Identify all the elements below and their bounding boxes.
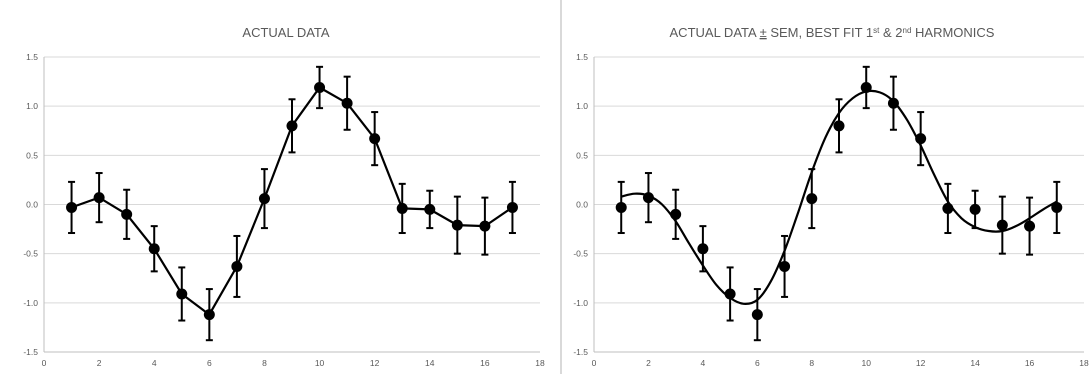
y-tick-label: 0.0 xyxy=(26,200,38,210)
data-point xyxy=(670,208,682,220)
x-tick-label: 18 xyxy=(1079,358,1089,368)
y-tick-label: -1.5 xyxy=(573,347,588,357)
data-point xyxy=(642,192,654,204)
data-point xyxy=(314,81,326,93)
data-point xyxy=(996,219,1008,231)
data-point xyxy=(969,203,981,215)
data-point xyxy=(833,120,845,132)
y-tick-label: -1.5 xyxy=(23,347,38,357)
data-point xyxy=(860,81,872,93)
data-markers xyxy=(66,81,518,321)
data-point xyxy=(121,208,133,220)
error-bars xyxy=(68,65,516,342)
data-point xyxy=(258,193,270,205)
panel-divider xyxy=(560,0,562,374)
data-point xyxy=(887,97,899,109)
x-tick-label: 14 xyxy=(425,358,435,368)
chart-title: ACTUAL DATA ± SEM, BEST FIT 1st & 2nd HA… xyxy=(670,25,995,40)
x-tick-label: 8 xyxy=(262,358,267,368)
x-tick-label: 8 xyxy=(809,358,814,368)
y-tick-label: 1.5 xyxy=(26,52,38,62)
tick-labels: 1.5 1.0 0.5 0.0 -0.5 -1.0 -1.5 0 2 4 6 8 10 12 14 16 18 xyxy=(573,52,1089,368)
title-sup-st: st xyxy=(873,26,880,35)
data-point xyxy=(724,288,736,300)
x-tick-label: 0 xyxy=(42,358,47,368)
title-part-2: SEM, BEST FIT 1 xyxy=(767,25,873,40)
title-part-1: ACTUAL DATA xyxy=(670,25,760,40)
fit-curve xyxy=(620,89,1058,305)
fit-curve-layer xyxy=(620,89,1058,305)
x-tick-label: 16 xyxy=(480,358,490,368)
data-point xyxy=(479,220,491,232)
data-point xyxy=(697,243,709,255)
title-plus-minus: ± xyxy=(760,25,767,40)
data-point xyxy=(506,201,518,213)
y-tick-label: -0.5 xyxy=(573,249,588,259)
data-markers xyxy=(615,81,1063,321)
data-point xyxy=(66,201,78,213)
data-point xyxy=(341,97,353,109)
chart-title: ACTUAL DATA xyxy=(242,25,329,40)
y-tick-label: -1.0 xyxy=(573,298,588,308)
y-tick-label: -0.5 xyxy=(23,249,38,259)
title-part-3: & 2 xyxy=(879,25,902,40)
tick-labels: 1.5 1.0 0.5 0.0 -0.5 -1.0 -1.5 0 2 4 6 8 10 12 14 16 18 xyxy=(23,52,545,368)
chart-panel-best-fit: 1.5 1.0 0.5 0.0 -0.5 -1.0 -1.5 0 2 4 6 8 10 12 14 16 18 … xyxy=(562,0,1090,374)
x-tick-label: 16 xyxy=(1025,358,1035,368)
data-point xyxy=(451,219,463,231)
x-tick-label: 4 xyxy=(152,358,157,368)
data-point xyxy=(286,120,298,132)
data-point xyxy=(751,309,763,321)
x-tick-label: 12 xyxy=(916,358,926,368)
error-bars xyxy=(617,65,1061,342)
chart-panel-actual-data: 1.5 1.0 0.5 0.0 -0.5 -1.0 -1.5 0 2 4 6 8 10 12 14 16 18 … xyxy=(23,25,545,368)
x-tick-label: 2 xyxy=(97,358,102,368)
data-point xyxy=(942,202,954,214)
data-point xyxy=(424,203,436,215)
x-tick-label: 18 xyxy=(535,358,545,368)
data-point xyxy=(396,202,408,214)
y-tick-label: 0.5 xyxy=(26,150,38,160)
data-point xyxy=(779,260,791,272)
y-tick-label: 1.5 xyxy=(576,52,588,62)
x-tick-label: 4 xyxy=(701,358,706,368)
data-point xyxy=(806,193,818,205)
x-tick-label: 2 xyxy=(646,358,651,368)
chart-best-fit-harmonics: 1.51.00.50.0-0.5-1.0-1.50 2 4 6 8 10 12 14 16 18 … xyxy=(573,25,1089,368)
chart-actual-data: 1.51.00.50.0-0.5-1.0-1.50 2 4 6 8 10 12 14 16 18 … xyxy=(23,25,545,368)
x-tick-label: 12 xyxy=(370,358,380,368)
y-tick-label: -1.0 xyxy=(23,298,38,308)
title-part-4: HARMONICS xyxy=(911,25,994,40)
data-point xyxy=(176,288,188,300)
data-point xyxy=(615,201,627,213)
data-point xyxy=(93,192,105,204)
data-point xyxy=(231,260,243,272)
y-tick-label: 1.0 xyxy=(26,101,38,111)
title-sup-nd: nd xyxy=(903,26,912,35)
data-point xyxy=(203,309,215,321)
data-point xyxy=(148,243,160,255)
x-tick-label: 10 xyxy=(315,358,325,368)
y-tick-label: 0.0 xyxy=(576,200,588,210)
x-tick-label: 10 xyxy=(861,358,871,368)
x-tick-label: 6 xyxy=(207,358,212,368)
data-point xyxy=(369,133,381,145)
data-point xyxy=(915,133,927,145)
x-tick-label: 0 xyxy=(592,358,597,368)
x-tick-label: 6 xyxy=(755,358,760,368)
y-tick-label: 1.0 xyxy=(576,101,588,111)
data-point xyxy=(1051,201,1063,213)
y-tick-label: 0.5 xyxy=(576,150,588,160)
x-tick-label: 14 xyxy=(970,358,980,368)
data-point xyxy=(1024,220,1036,232)
